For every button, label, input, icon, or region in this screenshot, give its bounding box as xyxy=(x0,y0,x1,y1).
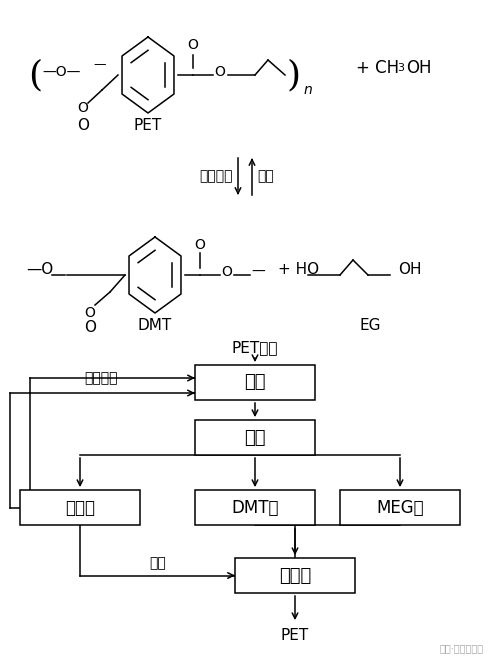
Text: O: O xyxy=(77,118,89,132)
Text: DMT罐: DMT罐 xyxy=(231,498,278,516)
Bar xyxy=(339,490,459,525)
Text: 3: 3 xyxy=(396,63,403,73)
Text: PET: PET xyxy=(280,627,308,642)
Text: —O—: —O— xyxy=(43,65,81,79)
Text: (: ( xyxy=(28,58,42,92)
Text: O: O xyxy=(78,101,88,115)
Text: O: O xyxy=(221,265,232,279)
Text: 分离: 分离 xyxy=(244,428,265,446)
Text: EG: EG xyxy=(359,317,380,332)
Text: 甲醇分解: 甲醇分解 xyxy=(199,169,232,183)
Bar xyxy=(20,490,140,525)
Text: OH: OH xyxy=(405,59,430,77)
Text: PET: PET xyxy=(134,118,162,132)
Text: 聚合: 聚合 xyxy=(257,169,273,183)
Text: —: — xyxy=(251,265,264,279)
Bar xyxy=(235,558,354,593)
Text: + CH: + CH xyxy=(355,59,398,77)
Text: ): ) xyxy=(286,58,301,92)
Bar xyxy=(195,490,314,525)
Text: + HO: + HO xyxy=(278,262,319,278)
Text: OH: OH xyxy=(397,262,421,278)
Text: DMT: DMT xyxy=(138,317,172,332)
Text: 甲醇: 甲醇 xyxy=(149,557,165,570)
Text: —O: —O xyxy=(26,262,54,278)
Text: 再聚合: 再聚合 xyxy=(278,566,310,584)
Text: 众号·艾邦高分子: 众号·艾邦高分子 xyxy=(439,643,483,653)
Text: O: O xyxy=(187,38,198,52)
Bar xyxy=(195,365,314,400)
Text: 甲醇添加: 甲醇添加 xyxy=(84,371,118,385)
Text: 解聚: 解聚 xyxy=(244,373,265,391)
Text: $n$: $n$ xyxy=(303,83,312,97)
Text: MEG罐: MEG罐 xyxy=(375,498,423,516)
Text: O: O xyxy=(214,65,225,79)
Text: —: — xyxy=(94,59,106,71)
Text: O: O xyxy=(84,321,96,336)
Text: O: O xyxy=(84,306,95,320)
Text: O: O xyxy=(194,238,205,252)
Bar xyxy=(195,420,314,455)
Text: 甲醇罐: 甲醇罐 xyxy=(65,498,95,516)
Text: PET废料: PET废料 xyxy=(231,340,278,356)
